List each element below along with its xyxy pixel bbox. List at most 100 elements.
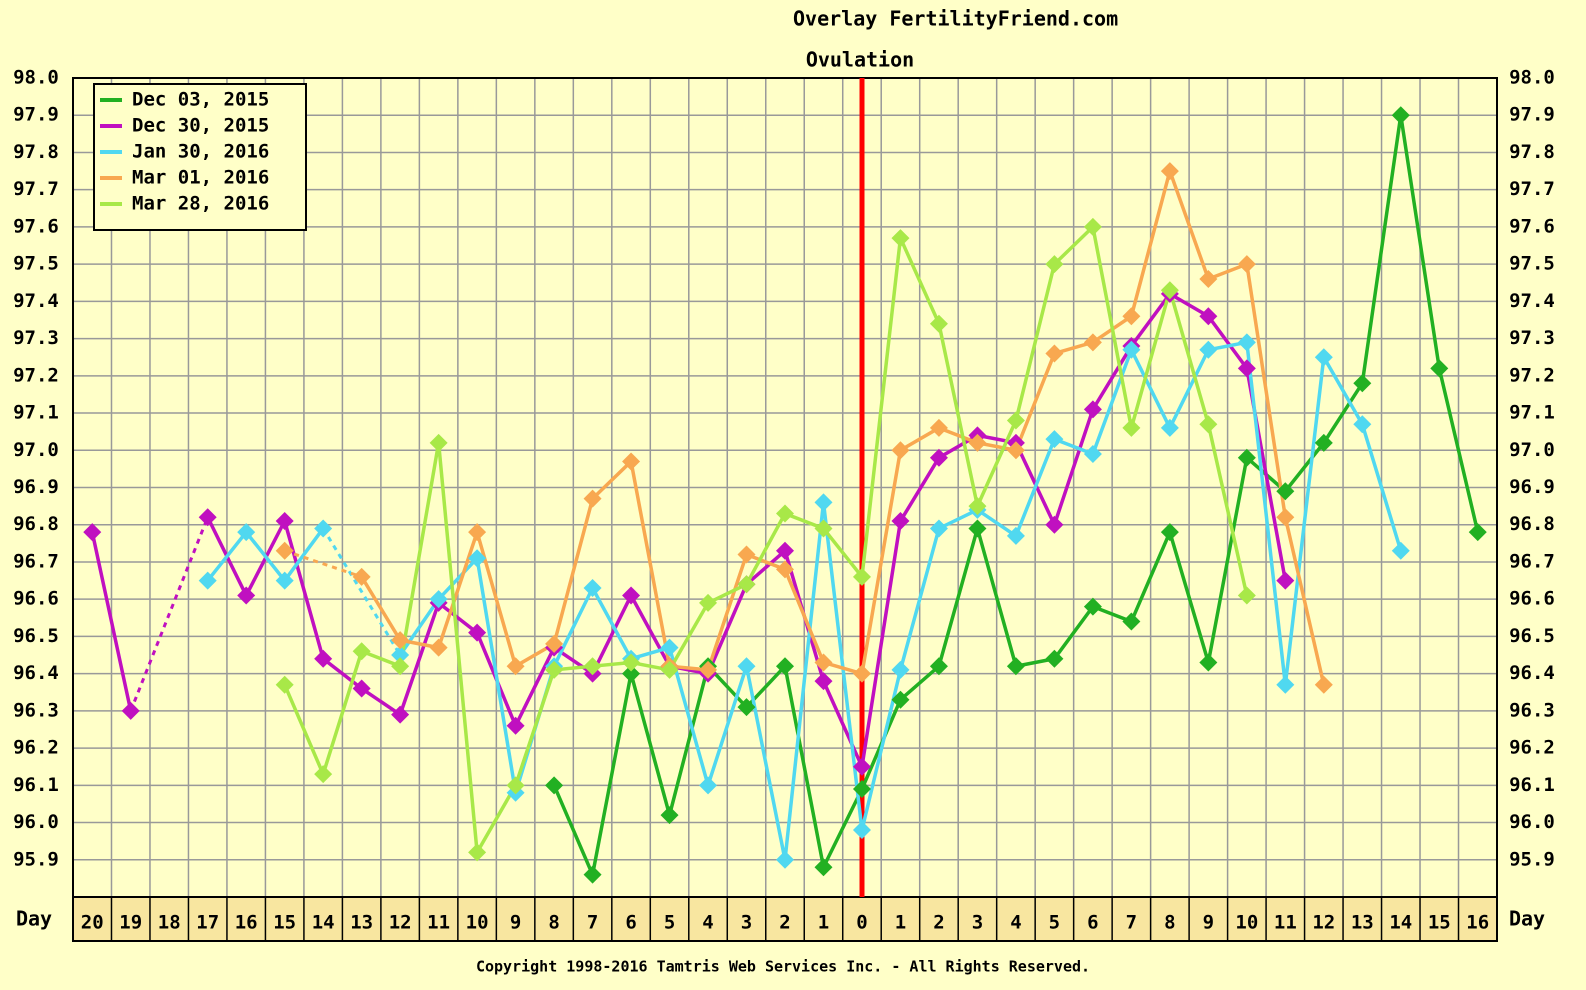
- y-tick-label: 97.6: [13, 215, 59, 237]
- data-point: [1314, 433, 1333, 452]
- x-tick-label: 5: [664, 912, 675, 934]
- data-point: [1314, 348, 1333, 367]
- data-point: [660, 660, 679, 679]
- data-point: [468, 843, 487, 862]
- data-point: [1006, 526, 1025, 545]
- y-tick-label: 96.5: [13, 625, 59, 647]
- data-point: [314, 519, 333, 538]
- data-point: [429, 433, 448, 452]
- y2-tick-label: 96.7: [1509, 550, 1555, 572]
- data-point: [1083, 444, 1102, 463]
- data-point: [352, 679, 371, 698]
- x-tick-label: 1: [818, 912, 829, 934]
- x-tick-label: 13: [1351, 912, 1374, 934]
- data-point: [1237, 586, 1256, 605]
- x-tick-label: 6: [625, 912, 636, 934]
- data-point: [622, 653, 641, 672]
- x-tick-label: 8: [1164, 912, 1175, 934]
- y-tick-label: 97.8: [13, 141, 59, 163]
- data-point: [1276, 482, 1295, 501]
- y2-tick-label: 95.9: [1509, 848, 1555, 870]
- data-point: [814, 519, 833, 538]
- data-point: [506, 716, 525, 735]
- data-point: [699, 593, 718, 612]
- data-point: [583, 865, 602, 884]
- y2-tick-label: 96.1: [1509, 774, 1555, 796]
- data-point: [1045, 515, 1064, 534]
- data-point: [275, 541, 294, 560]
- data-point: [1122, 307, 1141, 326]
- y2-tick-label: 96.4: [1509, 662, 1555, 684]
- x-tick-label: 18: [158, 912, 181, 934]
- data-point: [1199, 270, 1218, 289]
- y-tick-label: 96.3: [13, 699, 59, 721]
- y-tick-label: 97.2: [13, 364, 59, 386]
- data-point: [545, 634, 564, 653]
- data-point: [468, 549, 487, 568]
- x-tick-label: 6: [1087, 912, 1098, 934]
- x-tick-label: 15: [1428, 912, 1451, 934]
- y-tick-label: 97.0: [13, 439, 59, 461]
- data-point: [737, 698, 756, 717]
- data-point: [622, 586, 641, 605]
- data-point: [1276, 675, 1295, 694]
- x-label-left: Day: [16, 907, 52, 931]
- y-tick-label: 96.0: [13, 811, 59, 833]
- y2-tick-label: 97.5: [1509, 253, 1555, 275]
- x-tick-label: 5: [1049, 912, 1060, 934]
- data-point: [1083, 597, 1102, 616]
- data-point: [1006, 411, 1025, 430]
- y-tick-label: 97.3: [13, 327, 59, 349]
- y-tick-label: 96.1: [13, 774, 59, 796]
- x-tick-label: 11: [1274, 912, 1297, 934]
- data-point: [776, 541, 794, 560]
- data-point: [1083, 217, 1102, 236]
- data-point: [1353, 374, 1372, 393]
- data-point: [1160, 523, 1179, 542]
- x-tick-label: 7: [1126, 912, 1137, 934]
- data-point: [1199, 415, 1218, 434]
- y-tick-label: 95.9: [13, 848, 59, 870]
- x-tick-label: 1: [895, 912, 906, 934]
- data-point: [1391, 106, 1410, 125]
- data-point: [891, 512, 910, 531]
- y-tick-label: 97.7: [13, 178, 59, 200]
- data-point: [852, 757, 871, 776]
- y2-tick-label: 97.6: [1509, 215, 1555, 237]
- x-tick-label: 16: [1466, 912, 1489, 934]
- data-point: [275, 571, 294, 590]
- data-point: [429, 590, 448, 609]
- data-point: [429, 638, 448, 657]
- legend-label: Dec 30, 2015: [132, 115, 269, 137]
- y-tick-label: 96.9: [13, 476, 59, 498]
- x-tick-label: 8: [548, 912, 559, 934]
- data-point: [198, 508, 217, 527]
- y2-tick-label: 96.8: [1509, 513, 1555, 535]
- x-tick-label: 11: [427, 912, 450, 934]
- series-layer: [83, 106, 1487, 884]
- data-point: [1199, 340, 1218, 359]
- data-point: [1314, 675, 1333, 694]
- legend-label: Jan 30, 2016: [132, 141, 269, 163]
- y2-tick-label: 97.8: [1509, 141, 1555, 163]
- data-point: [1237, 359, 1256, 378]
- data-point: [391, 646, 410, 665]
- legend-label: Dec 03, 2015: [132, 89, 269, 111]
- x-tick-label: 15: [273, 912, 296, 934]
- x-tick-label: 19: [119, 912, 142, 934]
- legend-label: Mar 28, 2016: [132, 193, 269, 215]
- y-tick-label: 97.5: [13, 253, 59, 275]
- data-point: [468, 523, 487, 542]
- data-point: [1430, 359, 1449, 378]
- y-tick-label: 97.4: [13, 290, 59, 312]
- data-point: [391, 705, 410, 724]
- data-point: [891, 660, 910, 679]
- y-tick-label: 96.7: [13, 550, 59, 572]
- data-point: [1160, 281, 1179, 300]
- data-point: [1276, 571, 1295, 590]
- y2-tick-label: 97.1: [1509, 402, 1555, 424]
- data-point: [352, 642, 371, 661]
- data-point: [1276, 508, 1295, 527]
- x-tick-label: 2: [933, 912, 944, 934]
